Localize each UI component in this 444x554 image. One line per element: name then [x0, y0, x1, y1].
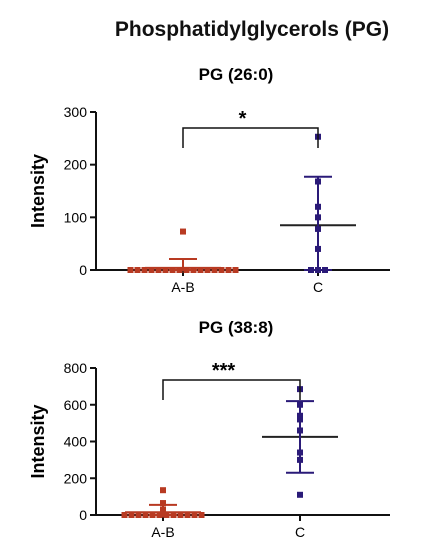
data-point: [128, 512, 135, 518]
data-point: [225, 267, 232, 273]
data-point: [297, 491, 303, 498]
data-point: [121, 512, 128, 518]
data-point: [162, 267, 169, 273]
y-tick-label: 400: [64, 434, 88, 450]
data-point: [197, 267, 204, 273]
data-point: [204, 267, 211, 273]
significance-bracket: [182, 127, 319, 148]
data-point: [232, 267, 239, 273]
main-title: Phosphatidylglycerols (PG): [114, 18, 390, 41]
y-tick-label: 100: [64, 209, 88, 225]
data-point: [160, 500, 166, 507]
data-point: [142, 512, 149, 518]
data-point: [141, 267, 148, 273]
data-point: [177, 512, 184, 518]
x-tick-label: A-B: [171, 279, 194, 295]
y-tick-label: 0: [79, 507, 87, 523]
data-point: [127, 267, 134, 273]
y-axis-label: Intensity: [28, 404, 48, 478]
data-point: [155, 267, 162, 273]
significance-label: *: [239, 108, 247, 130]
data-point: [218, 267, 225, 273]
significance-label: ***: [212, 360, 236, 382]
data-point: [148, 267, 155, 273]
data-point: [180, 228, 186, 235]
data-point: [134, 267, 141, 273]
y-tick-label: 800: [64, 360, 88, 376]
x-tick-label: A-B: [151, 524, 174, 540]
y-tick-label: 300: [64, 104, 88, 120]
y-axis-label: Intensity: [28, 154, 48, 228]
y-tick-label: 200: [64, 157, 88, 173]
data-point: [135, 512, 142, 518]
significance-bracket: [162, 379, 301, 400]
data-point: [211, 267, 218, 273]
data-point: [191, 512, 198, 518]
y-tick-label: 600: [64, 397, 88, 413]
x-tick-label: C: [313, 279, 323, 295]
data-point: [160, 487, 166, 494]
x-tick-label: C: [295, 524, 305, 540]
panel-title: PG (38:8): [199, 318, 274, 337]
data-point: [198, 512, 205, 518]
panel-title: PG (26:0): [199, 65, 274, 84]
data-point: [184, 512, 191, 518]
y-tick-label: 0: [79, 262, 87, 278]
y-tick-label: 200: [64, 470, 88, 486]
